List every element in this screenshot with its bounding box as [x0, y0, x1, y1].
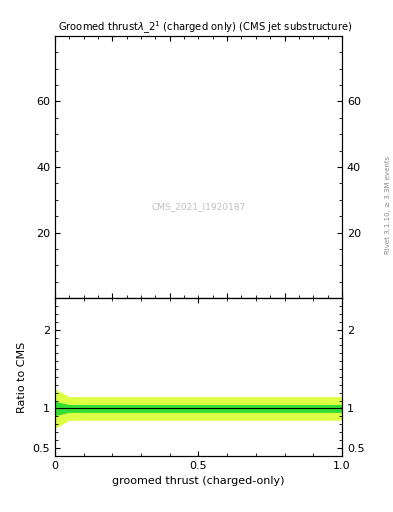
X-axis label: groomed thrust (charged-only): groomed thrust (charged-only) [112, 476, 285, 486]
Text: CMS_2021_I1920187: CMS_2021_I1920187 [151, 202, 246, 211]
Y-axis label: Ratio to CMS: Ratio to CMS [17, 342, 27, 413]
Text: Groomed thrust$\lambda\_2^1$ (charged only) (CMS jet substructure): Groomed thrust$\lambda\_2^1$ (charged on… [58, 19, 353, 36]
Text: Rivet 3.1.10, ≥ 3.3M events: Rivet 3.1.10, ≥ 3.3M events [385, 156, 391, 254]
